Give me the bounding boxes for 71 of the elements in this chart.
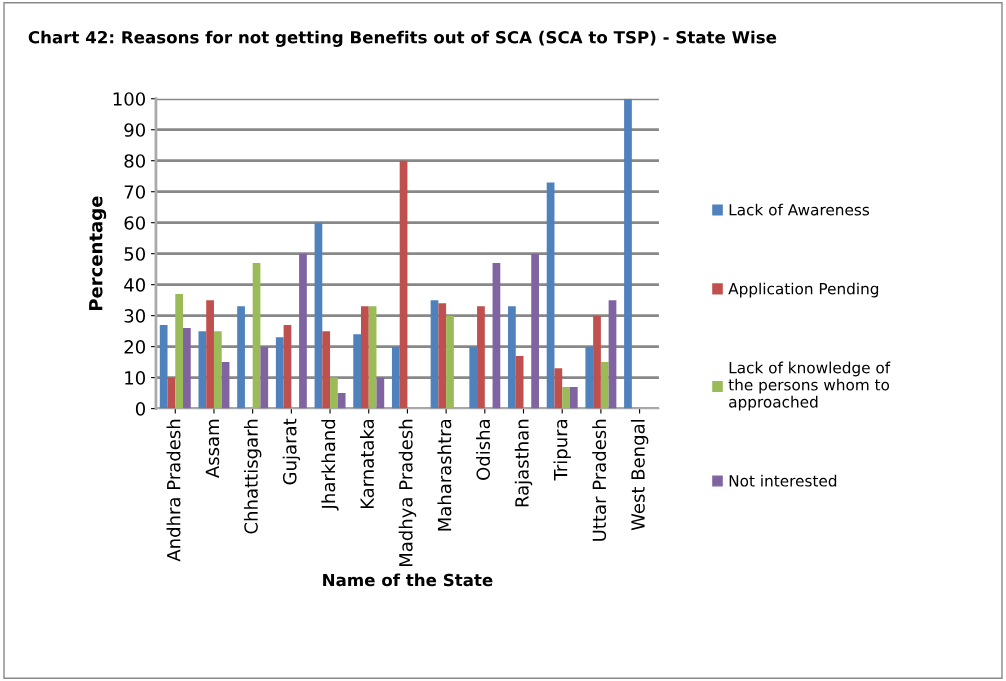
bar [283, 324, 292, 409]
y-tick-label: 50 [124, 247, 146, 261]
bar [299, 253, 307, 409]
y-tick-label: 80 [124, 154, 146, 168]
x-tick-label: West Bengal [630, 420, 649, 531]
bar [515, 355, 524, 409]
bar [314, 222, 323, 409]
x-tick-label: Gujarat [282, 418, 301, 485]
bar [608, 300, 617, 409]
y-tick-label: 20 [124, 340, 146, 354]
bar [198, 331, 207, 409]
y-tick-label: 90 [124, 123, 146, 137]
bar [330, 377, 338, 409]
x-tick-label: Jharkhand [321, 419, 339, 511]
x-tick-label: Odisha [476, 419, 491, 480]
bar [175, 293, 184, 409]
legend-label: Not interested [729, 474, 837, 487]
bar [368, 306, 377, 409]
x-tick-label: Andhra Pradesh [166, 419, 181, 562]
y-tick-label: 0 [135, 402, 146, 416]
chart-title: Chart 42: Reasons for not getting Benefits out of SCA (SCA to TSP) - State Wise [28, 30, 777, 47]
y-tick-label: 70 [124, 185, 146, 199]
bar [353, 334, 361, 409]
x-tick-label: Assam [205, 419, 220, 478]
y-tick-label: 10 [125, 371, 146, 385]
bar [159, 324, 168, 409]
bar [554, 368, 563, 409]
bar [237, 306, 245, 409]
bar [260, 346, 269, 409]
y-tick-label: 100 [113, 92, 146, 106]
bar [322, 331, 331, 409]
y-tick-label: 60 [124, 216, 146, 230]
bar [446, 315, 454, 409]
x-tick-label: Karnataka [360, 419, 374, 509]
bar [624, 98, 632, 409]
bar [569, 386, 578, 409]
bar [562, 386, 570, 409]
x-tick-label: Uttar Pradesh [592, 419, 607, 541]
legend-label: Application Pending [728, 282, 879, 298]
bar [492, 262, 501, 409]
x-tick-label: Madhya Pradesh [398, 419, 417, 567]
bar [585, 346, 594, 409]
bar [252, 262, 261, 409]
bar [508, 306, 516, 409]
bar [337, 393, 346, 409]
x-tick-label: Maharashtra [437, 419, 452, 531]
bar [469, 346, 478, 409]
x-tick-label: Chhattisgarh [243, 419, 262, 534]
bar [438, 303, 447, 409]
bar [399, 160, 408, 409]
bar [477, 306, 485, 409]
bar [206, 300, 214, 409]
bar [275, 337, 284, 409]
bar [183, 328, 191, 409]
bar [391, 346, 400, 409]
y-axis-title: Percentage [89, 196, 107, 311]
x-axis-title: Name of the State [323, 573, 493, 587]
x-tick-label: Rajasthan [514, 419, 533, 507]
bar [213, 331, 222, 409]
y-tick-label: 30 [124, 309, 146, 323]
bar [376, 377, 385, 409]
bar [430, 300, 439, 409]
bar [593, 315, 601, 409]
legend-label: Lack of knowledge of the persons whom to approached [728, 361, 891, 411]
bar [361, 306, 369, 409]
bar [600, 362, 609, 409]
bar [546, 182, 555, 409]
bar [531, 253, 539, 409]
y-tick-label: 40 [124, 278, 146, 292]
legend-label: Lack of Awareness [729, 203, 870, 216]
x-tick-label: Tripura [553, 419, 571, 481]
